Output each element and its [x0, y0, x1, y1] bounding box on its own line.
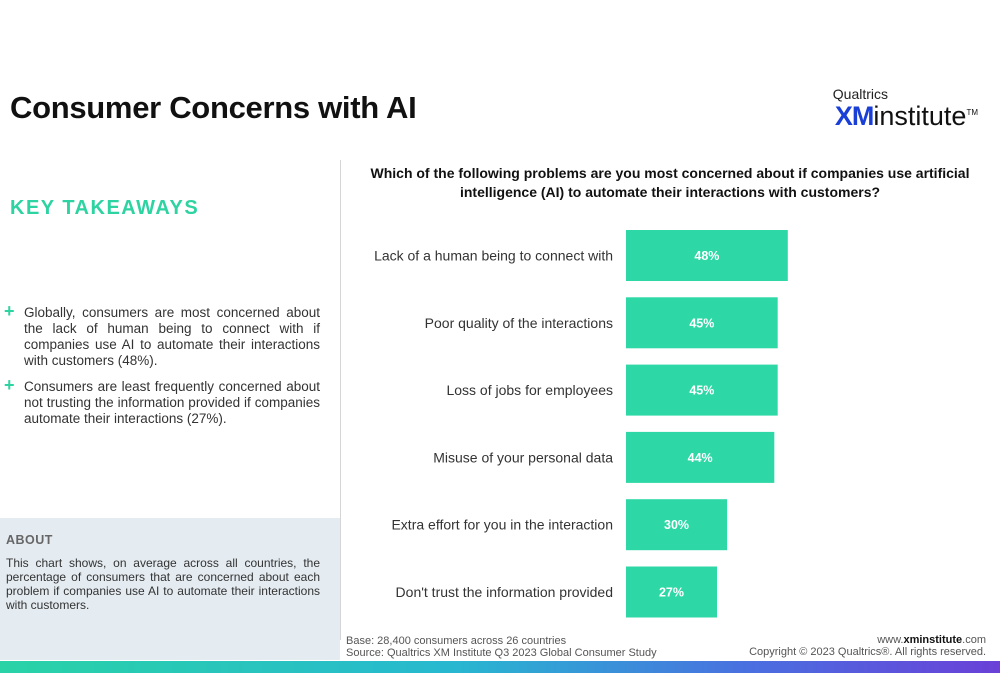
category-label: Loss of jobs for employees: [446, 382, 613, 398]
takeaways-list: + Globally, consumers are most concerned…: [4, 301, 320, 437]
logo-institute-text: institute: [873, 101, 967, 131]
bar-value-label: 45%: [689, 316, 714, 330]
website-prefix: www.: [877, 634, 904, 646]
category-label: Extra effort for you in the interaction: [391, 517, 613, 533]
bar: [626, 566, 718, 618]
left-panel: KEY TAKEAWAYS + Globally, consumers are …: [0, 160, 340, 660]
takeaway-text: Consumers are least frequently concerned…: [24, 379, 320, 426]
plus-icon: +: [4, 301, 15, 321]
takeaway-item: + Globally, consumers are most concerned…: [4, 301, 320, 369]
bar: [626, 297, 778, 349]
bar-value-label: 44%: [688, 451, 713, 465]
bar-value-label: 45%: [689, 384, 714, 398]
about-box: ABOUT This chart shows, on average acros…: [0, 518, 340, 660]
key-takeaways-title: KEY TAKEAWAYS: [10, 197, 200, 219]
panel-divider: [340, 160, 341, 640]
bar: [626, 230, 788, 281]
bar-chart: Lack of a human being to connect with 48%…: [345, 222, 995, 632]
copyright-text: Copyright © 2023 Qualtrics®. All rights …: [749, 646, 986, 658]
about-text: This chart shows, on average across all …: [6, 556, 320, 612]
page-title: Consumer Concerns with AI: [10, 90, 417, 125]
logo-wordmark: XMinstituteTM: [835, 101, 978, 132]
plus-icon: +: [4, 375, 15, 395]
category-label: Don't trust the information provided: [396, 584, 613, 600]
footer-gradient-bar: [0, 661, 1000, 673]
bar-value-label: 48%: [694, 249, 719, 263]
takeaway-text: Globally, consumers are most concerned a…: [24, 305, 320, 368]
website-name: xminstitute: [903, 634, 963, 646]
website-link[interactable]: www.xminstitute.com: [749, 634, 986, 646]
bar-value-label: 27%: [659, 586, 684, 600]
chart-question: Which of the following problems are you …: [370, 165, 970, 200]
bar-value-label: 30%: [664, 518, 689, 532]
bar-chart-svg: Lack of a human being to connect with 48%…: [374, 230, 788, 618]
logo-trademark: TM: [966, 108, 978, 117]
bar: [626, 364, 778, 416]
about-title: ABOUT: [6, 533, 53, 547]
website-suffix: .com: [962, 634, 986, 646]
category-label: Lack of a human being to connect with: [374, 248, 613, 264]
qualtrics-xm-institute-logo: Qualtrics XMinstituteTM: [798, 86, 978, 136]
source-note: Source: Qualtrics XM Institute Q3 2023 G…: [346, 647, 657, 659]
logo-qualtrics-text: Qualtrics: [832, 86, 888, 102]
bar: [626, 431, 775, 483]
takeaway-item: + Consumers are least frequently concern…: [4, 375, 320, 427]
bar: [626, 499, 728, 551]
chart-notes: Base: 28,400 consumers across 26 countri…: [346, 635, 657, 659]
category-label: Misuse of your personal data: [433, 449, 613, 465]
base-note: Base: 28,400 consumers across 26 countri…: [346, 635, 567, 647]
footer-credits: www.xminstitute.com Copyright © 2023 Qua…: [749, 634, 986, 658]
category-label: Poor quality of the interactions: [425, 315, 613, 331]
logo-xm-text: XM: [834, 101, 874, 131]
